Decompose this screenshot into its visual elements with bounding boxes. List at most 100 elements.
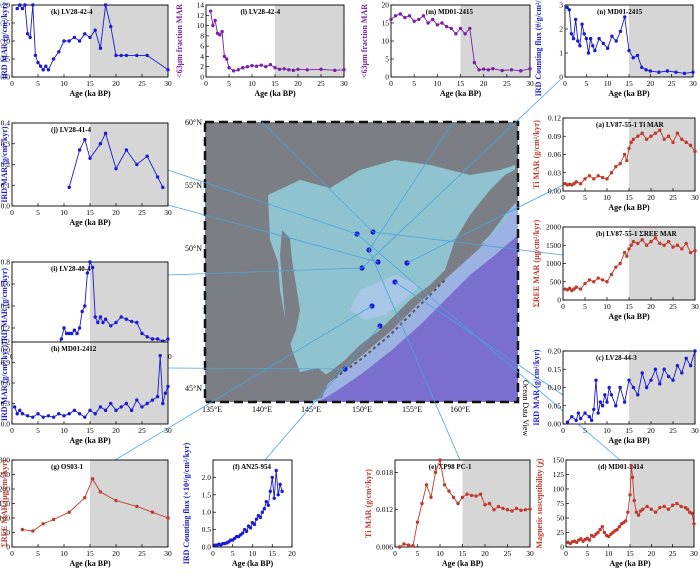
data-point <box>98 46 103 50</box>
data-point <box>630 475 635 480</box>
x-tick-label: 0 <box>10 208 14 217</box>
data-point <box>693 349 697 353</box>
data-point <box>124 317 129 321</box>
y-tick-label: 0 <box>200 73 204 82</box>
data-point <box>627 247 631 251</box>
x-tick-label: 20 <box>294 79 302 88</box>
data-point <box>649 507 654 511</box>
data-point <box>75 331 79 336</box>
data-point <box>591 44 595 48</box>
data-point <box>252 522 257 527</box>
series-line <box>210 11 345 72</box>
data-point <box>576 411 581 415</box>
data-point <box>583 281 587 286</box>
data-point <box>268 62 273 67</box>
glacial-shading <box>629 5 693 77</box>
data-point <box>41 522 45 526</box>
data-point <box>600 525 604 529</box>
y-axis-label: Ti MAR (g/cm²/kyr) <box>532 120 541 189</box>
data-point <box>166 384 170 389</box>
data-point <box>583 177 587 181</box>
data-point <box>93 412 97 416</box>
data-point <box>627 48 631 53</box>
data-point <box>28 35 32 40</box>
data-point <box>150 510 155 514</box>
data-point <box>614 404 618 408</box>
y-tick-label: 0.05 <box>0 55 10 64</box>
y-tick-label: 0.012 <box>376 505 393 514</box>
data-point <box>38 64 43 68</box>
data-point <box>492 508 496 512</box>
x-tick-label: 30 <box>164 79 172 88</box>
y-tick-label: 1500 <box>546 241 561 250</box>
x-axis-label: Age (ka BP) <box>254 89 296 98</box>
x-tick-label: 20 <box>288 549 296 558</box>
data-point <box>429 495 433 499</box>
y-tick-label: 1000 <box>546 259 561 268</box>
y-tick-label: 15 <box>382 19 390 28</box>
data-point <box>596 411 600 415</box>
x-axis-label: Age (ka BP) <box>232 559 274 568</box>
x-tick-label: 0 <box>561 302 565 311</box>
y-tick-label: 0.2 <box>1 160 11 169</box>
x-tick-label: 30 <box>689 79 697 88</box>
data-point <box>622 400 627 404</box>
y-tick-label: 0.2 <box>1 324 11 333</box>
x-tick-label: 15 <box>86 79 94 88</box>
chart-title: (f) AN25-954 <box>233 463 272 471</box>
data-point <box>571 36 576 41</box>
data-point <box>389 17 393 22</box>
chart-title: (b) LV87-55-1 ΣREE MAR <box>596 230 678 238</box>
data-point <box>227 66 231 70</box>
chart-panel-d: 0 5 10 15 20 25 30 0 25 50 75 100 125 150 Age (ka BP) M… <box>535 456 698 569</box>
x-axis-label: Age (ka BP) <box>608 203 650 212</box>
data-point <box>51 415 56 419</box>
data-point <box>693 249 697 253</box>
data-point <box>163 391 168 395</box>
data-point <box>610 34 614 38</box>
data-point <box>426 21 430 25</box>
data-point <box>601 41 606 46</box>
data-point <box>593 48 597 53</box>
data-point <box>665 69 670 73</box>
y-tick-label: 4 <box>200 52 204 61</box>
data-point <box>627 146 631 151</box>
glacial-shading <box>460 5 530 77</box>
data-point <box>124 53 129 58</box>
y-axis-label: Magnetic susceptibility (χ) <box>535 458 544 548</box>
series-line <box>22 477 169 532</box>
data-point <box>135 53 139 58</box>
data-point <box>478 492 483 496</box>
data-point <box>600 175 605 180</box>
data-point <box>161 401 165 406</box>
data-point <box>688 143 693 148</box>
y-tick-label: 300 <box>0 456 10 465</box>
x-tick-label: 25 <box>138 549 146 558</box>
data-point <box>578 287 583 291</box>
data-point <box>528 67 532 71</box>
data-point <box>18 408 22 413</box>
x-tick-label: 10 <box>60 426 68 435</box>
x-tick-label: 10 <box>60 208 68 217</box>
x-tick-label: 25 <box>503 79 511 88</box>
data-point <box>690 511 694 516</box>
data-point <box>57 50 61 54</box>
data-point <box>505 508 510 512</box>
data-point <box>211 23 215 28</box>
y-tick-label: 6 <box>200 42 204 51</box>
data-point <box>417 17 421 22</box>
data-point <box>622 152 627 157</box>
y-tick-label: 0 <box>560 543 564 552</box>
data-point <box>578 182 583 186</box>
y-tick-label: 0.20 <box>0 1 10 10</box>
x-tick-label: 25 <box>668 79 676 88</box>
kamchatka <box>445 168 518 270</box>
data-point <box>250 63 254 68</box>
glacial-shading <box>90 123 168 206</box>
data-point <box>628 493 632 497</box>
x-tick-label: 30 <box>526 79 534 88</box>
leader-line-b <box>372 231 564 256</box>
data-point <box>88 408 92 413</box>
data-point <box>90 265 95 270</box>
data-point <box>465 492 469 496</box>
